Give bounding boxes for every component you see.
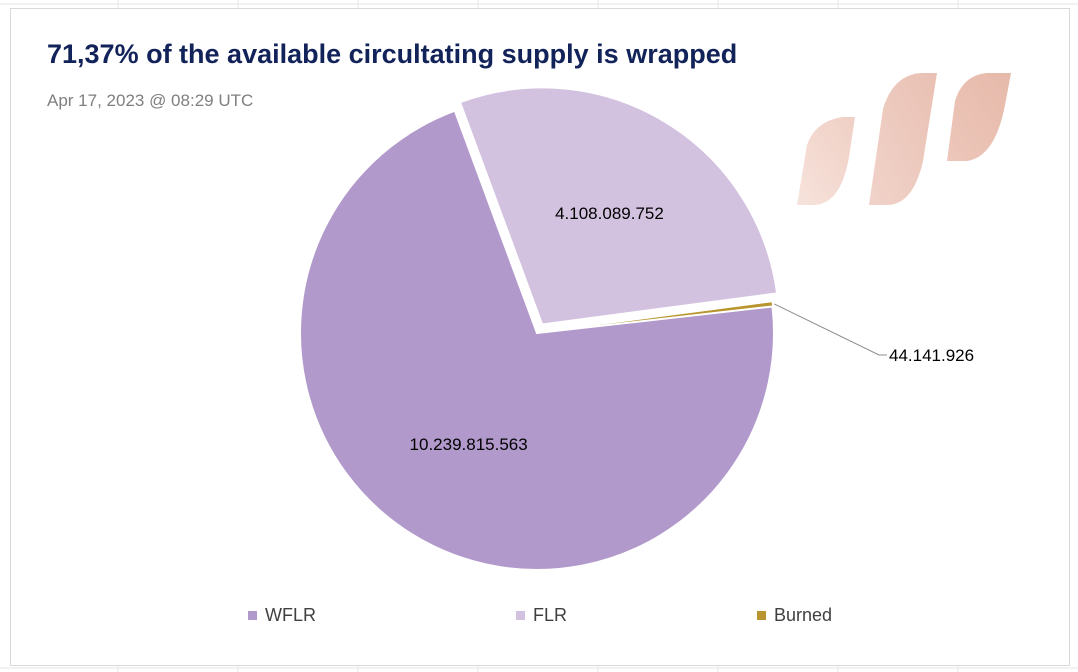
legend-label-wflr: WFLR [265, 605, 316, 625]
data-label-wflr: 10.239.815.563 [410, 435, 528, 454]
legend-label-burned: Burned [774, 605, 833, 625]
legend-label-flr: FLR [533, 605, 568, 625]
legend-swatch-burned [757, 611, 766, 620]
chart-legend: WFLR FLR Burned [11, 605, 1069, 629]
legend-swatch-flr [516, 611, 525, 620]
data-label-flr: 4.108.089.752 [555, 204, 664, 223]
legend-item-flr: FLR [516, 605, 567, 626]
leader-line-burned [774, 303, 887, 356]
data-label-burned: 44.141.926 [889, 346, 974, 365]
pie-slice-flr[interactable] [458, 86, 779, 326]
pie-chart: 10.239.815.563 4.108.089.752 44.141.926 [299, 86, 974, 571]
chart-title: 71,37% of the available circultating sup… [47, 39, 738, 69]
chart-container[interactable]: 71,37% of the available circultating sup… [10, 8, 1070, 666]
legend-item-burned: Burned [757, 605, 832, 626]
legend-swatch-wflr [248, 611, 257, 620]
legend-item-wflr: WFLR [248, 605, 316, 626]
pie-slice-wflr[interactable] [299, 109, 775, 571]
chart-subtitle: Apr 17, 2023 @ 08:29 UTC [47, 91, 254, 110]
flare-logo-icon [797, 73, 1011, 205]
